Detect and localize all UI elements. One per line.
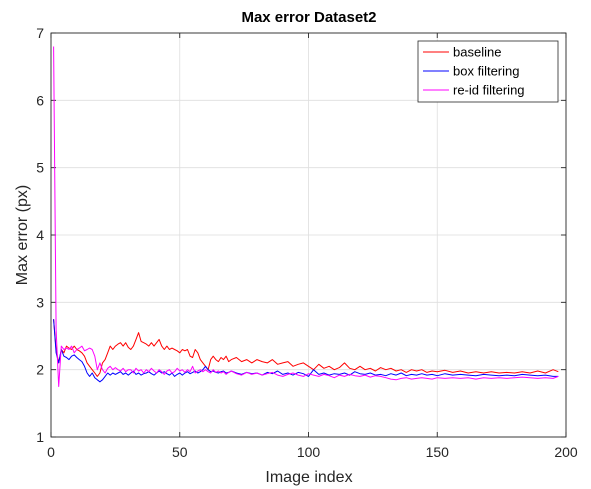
series-line-baseline — [53, 319, 559, 377]
legend-label: baseline — [453, 45, 501, 60]
legend: baseline box filtering re-id filtering — [417, 40, 559, 103]
legend-label: re-id filtering — [453, 83, 525, 98]
y-tick-label: 6 — [36, 92, 44, 108]
series-lines — [53, 46, 559, 387]
y-tick-label: 4 — [36, 227, 44, 243]
y-tick-label: 3 — [36, 294, 44, 310]
y-axis-label: Max error (px) — [14, 185, 31, 285]
series-line-re-id-filtering — [53, 46, 559, 387]
x-tick-label: 50 — [172, 444, 188, 460]
y-tick-label: 7 — [36, 25, 44, 41]
x-axis-label: Image index — [265, 469, 352, 486]
y-tick-label: 2 — [36, 362, 44, 378]
y-tick-label: 5 — [36, 160, 44, 176]
x-tick-label: 100 — [297, 444, 321, 460]
x-tick-label: 200 — [554, 444, 578, 460]
legend-label: box filtering — [453, 64, 519, 79]
y-tick-label: 1 — [36, 429, 44, 445]
axis-ticks: 0 50 100 150 200 1 2 3 4 5 6 7 — [36, 25, 578, 460]
chart-title: Max error Dataset2 — [241, 9, 376, 26]
x-tick-label: 0 — [47, 444, 55, 460]
x-tick-label: 150 — [426, 444, 450, 460]
